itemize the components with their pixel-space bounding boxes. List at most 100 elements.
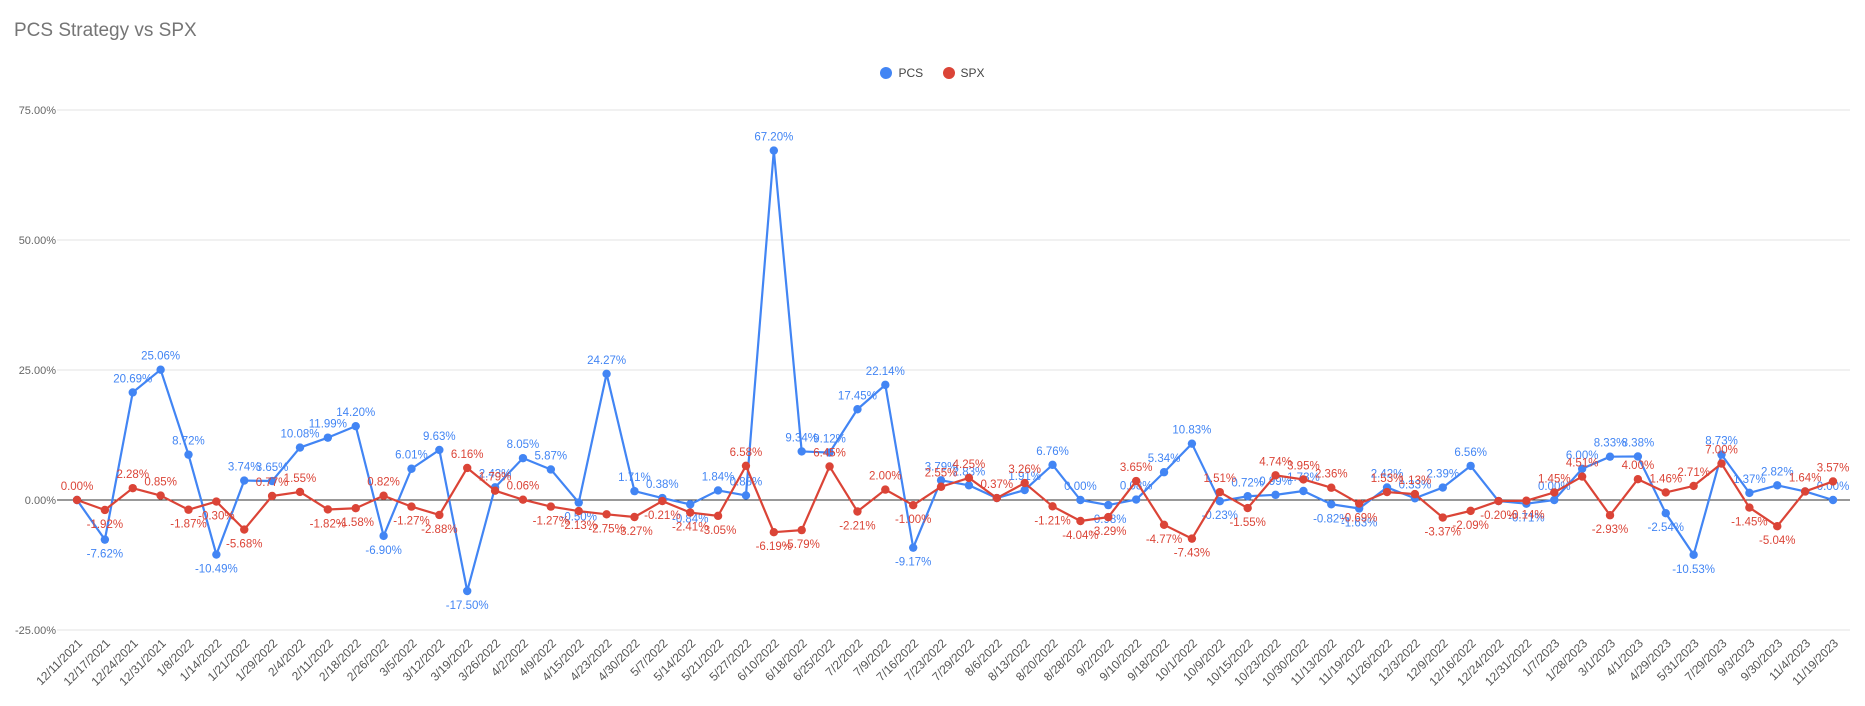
pcs-data-label: -9.17% xyxy=(895,557,931,569)
pcs-data-point xyxy=(1187,439,1197,448)
spx-data-point xyxy=(1271,471,1280,480)
legend-pcs-label: PCS xyxy=(898,66,924,80)
pcs-data-point xyxy=(1605,452,1615,461)
spx-data-label: -2.09% xyxy=(1452,520,1488,532)
spx-data-point xyxy=(1382,487,1392,497)
pcs-data-label: 9.12% xyxy=(813,434,846,446)
spx-data-label: 4.74% xyxy=(1259,456,1292,468)
spx-data-point xyxy=(1717,459,1726,468)
spx-data-label: 6.58% xyxy=(730,447,763,459)
spx-data-point xyxy=(184,505,193,514)
y-tick-label: 25.00% xyxy=(19,365,57,377)
spx-data-point xyxy=(1828,477,1838,486)
spx-data-label: 4.51% xyxy=(1566,458,1599,470)
pcs-data-label: 0.00% xyxy=(1538,481,1571,493)
spx-data-label: 1.79% xyxy=(479,472,512,484)
spx-data-point xyxy=(1410,489,1420,499)
pcs-data-point xyxy=(1271,490,1280,500)
pcs-data-label: 3.79% xyxy=(925,461,958,473)
spx-data-label: -2.21% xyxy=(839,520,875,532)
pcs-data-point xyxy=(267,476,277,486)
pcs-data-label: 67.20% xyxy=(754,132,793,144)
pcs-data-label: 25.06% xyxy=(141,351,180,363)
pcs-data-label: 8.73% xyxy=(1705,436,1738,448)
spx-data-label: -5.79% xyxy=(783,539,819,551)
pcs-data-point xyxy=(1717,450,1726,459)
spx-data-label: -1.92% xyxy=(87,519,123,531)
spx-data-label: -0.69% xyxy=(1341,513,1377,525)
pcs-data-label: 0.72% xyxy=(1231,477,1264,489)
legend-item-pcs[interactable]: PCS xyxy=(880,66,923,80)
spx-data-point xyxy=(128,483,137,493)
pcs-data-label: -0.82% xyxy=(1313,513,1349,525)
spx-data-label: 2.71% xyxy=(1677,467,1710,479)
pcs-data-label: -0.23% xyxy=(1202,510,1238,522)
pcs-data-label: 2.39% xyxy=(1426,469,1459,481)
pcs-data-point xyxy=(1299,486,1308,496)
spx-data-point xyxy=(1773,522,1782,531)
spx-data-point xyxy=(1800,487,1810,496)
chart-title: PCS Strategy vs SPX xyxy=(14,20,197,41)
pcs-data-point xyxy=(546,465,556,474)
spx-data-label: -3.27% xyxy=(616,526,652,538)
pcs-data-label: 0.33% xyxy=(1399,479,1432,491)
spx-data-point xyxy=(1187,534,1197,543)
pcs-data-point xyxy=(351,421,360,431)
pcs-data-label: -7.62% xyxy=(87,549,123,561)
pcs-data-point xyxy=(1215,496,1224,506)
pcs-data-point xyxy=(240,476,249,485)
pcs-data-label: 2.43% xyxy=(479,468,512,480)
spx-data-label: 1.13% xyxy=(1399,475,1432,487)
spx-data-label: -4.04% xyxy=(1062,530,1098,542)
spx-data-label: -2.93% xyxy=(1592,524,1628,536)
spx-data-point xyxy=(490,486,500,495)
spx-data-point xyxy=(100,505,110,515)
pcs-data-label: -1.63% xyxy=(1341,517,1377,529)
spx-data-point xyxy=(713,511,723,521)
spx-data-label: 1.51% xyxy=(1203,473,1236,485)
pcs-data-point xyxy=(630,486,639,496)
spx-data-label: -1.00% xyxy=(895,514,931,526)
pcs-data-point xyxy=(602,369,611,378)
pcs-data-point xyxy=(1048,460,1057,470)
spx-data-label: 3.26% xyxy=(1008,464,1041,476)
y-tick-label: 75.00% xyxy=(19,105,57,117)
pcs-data-point xyxy=(574,498,583,507)
spx-data-point xyxy=(1633,475,1643,484)
spx-data-label: -2.88% xyxy=(421,524,457,536)
pcs-data-label: 22.14% xyxy=(866,366,905,378)
pcs-data-label: 1.91% xyxy=(1008,471,1041,483)
spx-data-label: -1.27% xyxy=(393,516,429,528)
legend-item-spx[interactable]: SPX xyxy=(942,66,985,80)
pcs-data-label: 3.65% xyxy=(256,462,289,474)
spx-data-label: -0.20% xyxy=(1480,510,1516,522)
pcs-data-label: -0.71% xyxy=(1508,513,1544,525)
spx-data-label: -3.29% xyxy=(1090,526,1126,538)
spx-data-point xyxy=(518,495,528,504)
pcs-data-point xyxy=(379,531,388,541)
pcs-data-label: 1.84% xyxy=(702,471,735,483)
spx-data-point xyxy=(212,497,221,506)
spx-data-point xyxy=(1327,483,1336,492)
spx-data-point xyxy=(1243,503,1252,513)
pcs-data-point xyxy=(1020,485,1029,495)
y-tick-label: 50.00% xyxy=(19,235,57,247)
spx-data-point xyxy=(936,482,946,491)
spx-data-point xyxy=(881,485,890,494)
spx-data-point xyxy=(463,463,472,473)
pcs-data-label: 10.08% xyxy=(280,429,319,441)
pcs-data-label: 20.69% xyxy=(113,373,152,385)
spx-data-label: 2.36% xyxy=(1315,469,1348,481)
spx-data-point xyxy=(574,506,583,516)
spx-data-point xyxy=(240,525,249,534)
pcs-data-point xyxy=(1104,500,1113,510)
spx-data-point xyxy=(1745,503,1754,512)
pcs-data-point xyxy=(463,586,472,596)
pcs-data-point xyxy=(741,491,751,500)
pcs-data-point xyxy=(908,543,918,552)
legend-spx-marker-icon xyxy=(942,67,955,79)
spx-data-point xyxy=(1354,499,1364,508)
spx-data-point xyxy=(156,491,165,500)
pcs-data-label: 8.72% xyxy=(172,436,205,448)
